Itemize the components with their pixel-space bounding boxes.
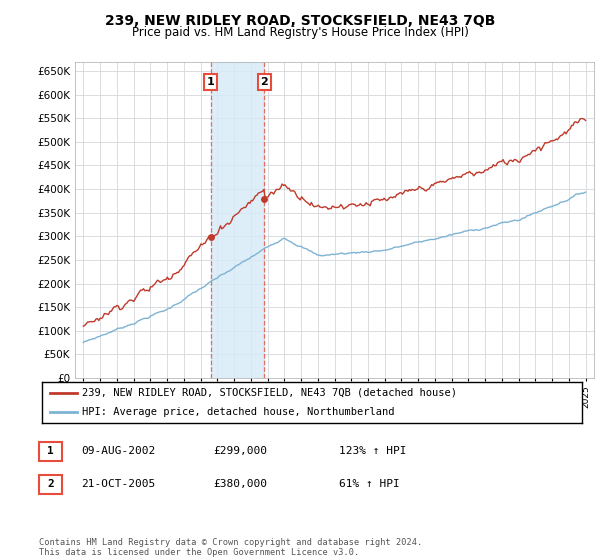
- Text: 239, NEW RIDLEY ROAD, STOCKSFIELD, NE43 7QB (detached house): 239, NEW RIDLEY ROAD, STOCKSFIELD, NE43 …: [83, 388, 458, 398]
- Text: £380,000: £380,000: [213, 479, 267, 489]
- Text: Contains HM Land Registry data © Crown copyright and database right 2024.
This d: Contains HM Land Registry data © Crown c…: [39, 538, 422, 557]
- Text: 61% ↑ HPI: 61% ↑ HPI: [339, 479, 400, 489]
- Text: £299,000: £299,000: [213, 446, 267, 456]
- Text: 09-AUG-2002: 09-AUG-2002: [81, 446, 155, 456]
- Text: 2: 2: [47, 479, 54, 489]
- Text: 1: 1: [47, 446, 54, 456]
- Text: 239, NEW RIDLEY ROAD, STOCKSFIELD, NE43 7QB: 239, NEW RIDLEY ROAD, STOCKSFIELD, NE43 …: [105, 14, 495, 28]
- Text: 1: 1: [207, 77, 214, 87]
- Text: 21-OCT-2005: 21-OCT-2005: [81, 479, 155, 489]
- Bar: [211, 62, 264, 378]
- Text: 2: 2: [260, 77, 268, 87]
- Text: Price paid vs. HM Land Registry's House Price Index (HPI): Price paid vs. HM Land Registry's House …: [131, 26, 469, 39]
- Text: 123% ↑ HPI: 123% ↑ HPI: [339, 446, 407, 456]
- Text: HPI: Average price, detached house, Northumberland: HPI: Average price, detached house, Nort…: [83, 407, 395, 417]
